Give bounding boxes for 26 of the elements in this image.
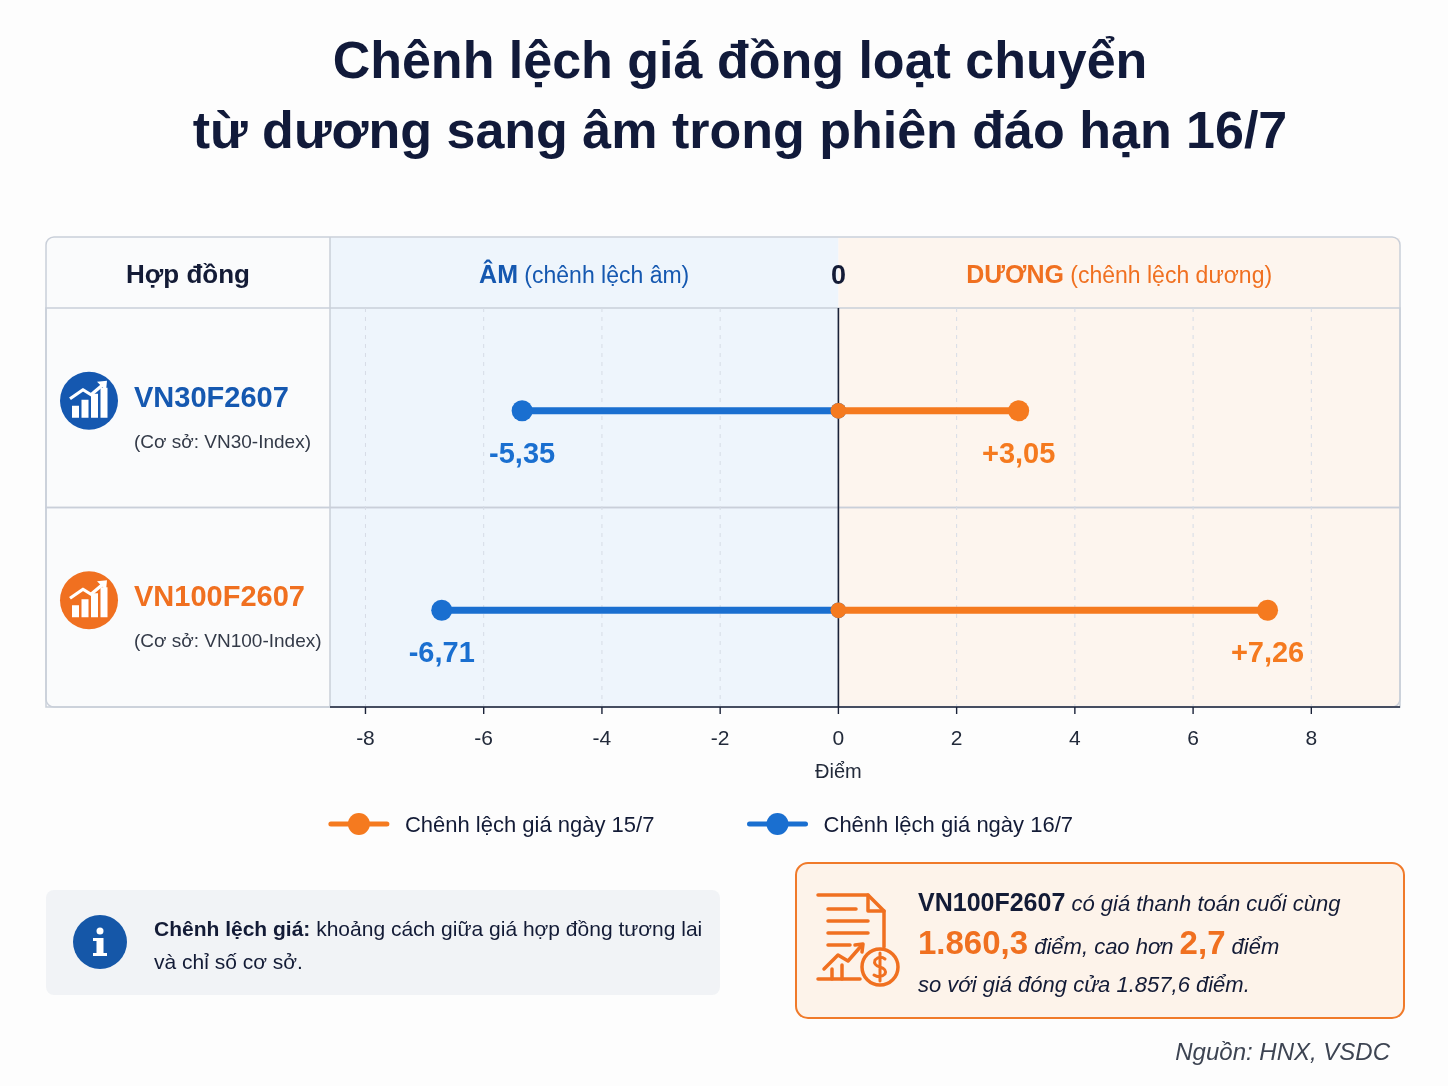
text: VN100F2607 có giá thanh toán cuối cùng 1.860,3 điểm, cao hơn 2,7 điểm so với giá đóng cửa 1.857,6 điểm. <box>918 888 1341 997</box>
band-label: DƯƠNG (chênh lệch dương) <box>966 260 1273 288</box>
x-tick-label: -8 <box>356 726 375 749</box>
legend-label: Chênh lệch giá ngày 16/7 <box>823 812 1074 837</box>
x-axis-title: Điểm <box>815 760 862 782</box>
data-label: +7,26 <box>1230 636 1305 669</box>
x-tick-label: 6 <box>1187 726 1199 749</box>
x-tick-label: -4 <box>592 726 612 749</box>
chart-title: Chênh lệch giá đồng loạt chuyển từ dương sang âm trong phiên đáo hạn 16/7 <box>192 31 1288 159</box>
text: Nguồn: HNX, VSDC <box>1175 1038 1391 1065</box>
data-label: -6,71 <box>408 636 475 669</box>
data-label: +3,05 <box>982 436 1056 469</box>
band-label: ÂM (chênh lệch âm) <box>479 259 690 288</box>
text: Chênh lệch giá: khoảng cách giữa giá hợp đồng tương lai và chỉ số cơ sở. <box>154 917 703 973</box>
x-tick-label: 4 <box>1069 726 1082 749</box>
x-tick-label: -6 <box>474 726 494 749</box>
x-tick-label: 0 <box>832 726 845 749</box>
legend-label: Chênh lệch giá ngày 15/7 <box>404 812 655 837</box>
data-label: -5,35 <box>489 436 556 469</box>
y-tick-label: VN30F2607 (Cơ sở: VN30-Index) <box>134 380 311 452</box>
x-tick-label: -2 <box>710 726 730 749</box>
text: Hợp đồng <box>126 259 250 289</box>
y-tick-label: VN100F2607 (Cơ sở: VN100-Index) <box>134 580 322 652</box>
x-tick-label: 2 <box>950 726 963 749</box>
ref-line-label: 0 <box>830 260 846 290</box>
x-tick-label: 8 <box>1305 726 1318 749</box>
